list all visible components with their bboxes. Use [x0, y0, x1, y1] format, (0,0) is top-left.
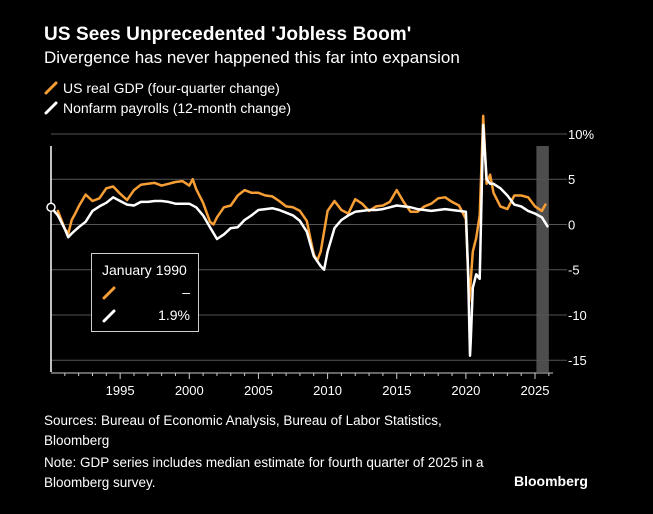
tooltip-row-payrolls: 1.9% [102, 307, 190, 325]
y-tick-label: 0 [568, 217, 575, 232]
gdp-series-line[interactable] [56, 114, 547, 303]
x-tick-label: 2015 [382, 383, 411, 398]
hover-tooltip: January 1990 – 1.9% [91, 253, 199, 332]
sources-note: Sources: Bureau of Economic Analysis, Bu… [44, 413, 442, 448]
x-tick-label: 2005 [244, 383, 273, 398]
payrolls-series-line[interactable] [49, 123, 549, 357]
legend-item-payrolls[interactable]: Nonfarm payrolls (12-month change) [44, 100, 291, 116]
tooltip-payrolls-value: 1.9% [158, 307, 190, 323]
legend-label-gdp: US real GDP (four-quarter change) [63, 80, 280, 96]
tooltip-gdp-value: – [182, 284, 190, 300]
x-tick-label: 1995 [106, 383, 135, 398]
legend-label-payrolls: Nonfarm payrolls (12-month change) [63, 100, 291, 116]
bloomberg-logo: Bloomberg [514, 473, 588, 489]
y-tick-label: -10 [568, 308, 587, 323]
gdp-line-icon [102, 286, 116, 300]
x-tick-label: 2000 [175, 383, 204, 398]
tooltip-row-gdp: – [102, 284, 190, 302]
y-tick-label: -5 [568, 263, 580, 278]
x-tick-label: 2010 [313, 383, 342, 398]
footnote: Note: GDP series includes median estimat… [44, 455, 484, 490]
y-tick-label: 5 [568, 172, 575, 187]
payrolls-line-icon [44, 101, 58, 115]
y-tick-label: 10% [568, 127, 594, 142]
chart-subtitle: Divergence has never happened this far i… [44, 48, 460, 67]
shaded-period [536, 146, 549, 372]
chart-title: US Sees Unprecedented 'Jobless Boom' [44, 24, 412, 45]
x-tick-label: 2025 [521, 383, 550, 398]
x-tick-label: 2020 [451, 383, 480, 398]
y-tick-label: -15 [568, 353, 587, 368]
tooltip-date: January 1990 [102, 262, 187, 278]
legend-item-gdp[interactable]: US real GDP (four-quarter change) [44, 80, 280, 96]
hover-marker [46, 202, 56, 213]
gdp-line-icon [44, 81, 58, 95]
payrolls-line-icon [102, 309, 116, 323]
